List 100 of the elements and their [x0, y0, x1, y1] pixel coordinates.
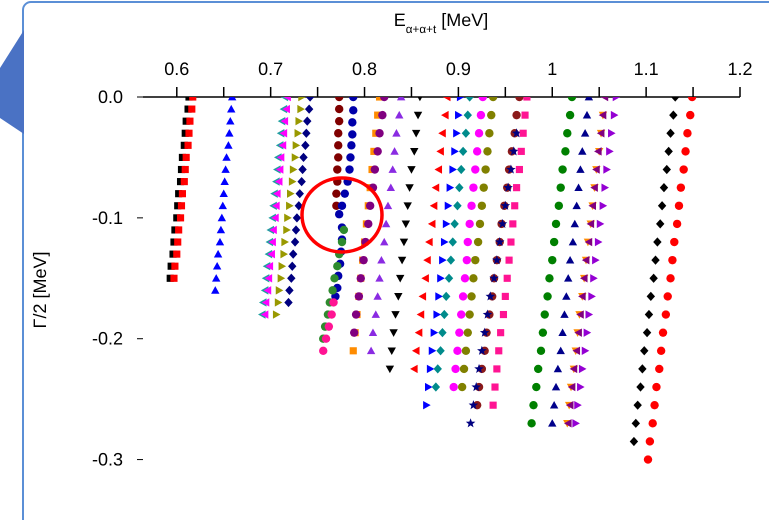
point [502, 292, 509, 300]
point [580, 129, 590, 137]
x-tick-label: 0.7 [258, 59, 284, 79]
point [656, 346, 666, 355]
point [520, 130, 527, 137]
point [610, 110, 618, 120]
point [481, 165, 490, 174]
point [271, 214, 279, 222]
point [507, 238, 515, 246]
point [458, 292, 468, 301]
point [276, 153, 284, 162]
point [395, 110, 404, 118]
point [672, 220, 682, 228]
point [432, 382, 440, 392]
point [469, 183, 478, 192]
point [566, 256, 574, 264]
point [290, 237, 300, 247]
point [332, 189, 341, 198]
point [175, 226, 182, 234]
point [423, 400, 431, 410]
point [652, 382, 661, 392]
point [334, 129, 342, 138]
point [572, 202, 581, 210]
y-tick-label: -0.2 [92, 328, 123, 349]
point [577, 382, 585, 392]
point [644, 455, 652, 464]
point [378, 110, 387, 120]
point [487, 110, 496, 120]
point [506, 164, 516, 174]
point [214, 250, 222, 258]
point [340, 226, 348, 234]
point [472, 147, 482, 156]
point [282, 104, 290, 114]
point [480, 183, 488, 192]
point [550, 400, 558, 409]
point [584, 328, 592, 337]
point [216, 238, 224, 246]
point [426, 364, 434, 374]
point [288, 177, 296, 186]
point [572, 419, 580, 428]
point [294, 129, 302, 138]
point [389, 329, 398, 337]
point [400, 238, 408, 246]
point [283, 226, 291, 234]
point [558, 165, 567, 174]
point [513, 184, 520, 192]
point [220, 189, 228, 198]
point [414, 112, 422, 120]
point [220, 177, 229, 185]
point [603, 165, 611, 174]
point [290, 165, 298, 174]
point [493, 365, 500, 372]
point [540, 310, 549, 319]
point [268, 238, 276, 246]
point [497, 329, 504, 336]
point [460, 364, 468, 374]
point [574, 183, 583, 192]
point [281, 238, 289, 246]
point [276, 286, 284, 295]
point [349, 106, 358, 114]
point [267, 250, 275, 258]
point [453, 129, 461, 138]
point [465, 310, 474, 319]
point [485, 129, 494, 138]
point [439, 256, 447, 264]
point [405, 184, 414, 192]
point [364, 220, 372, 228]
point [442, 220, 450, 228]
point [334, 210, 344, 218]
x-tick-label: 0.9 [446, 59, 471, 79]
point [345, 165, 354, 174]
point [373, 292, 382, 300]
point [284, 298, 293, 308]
point [662, 310, 670, 319]
point [562, 292, 571, 300]
point [449, 165, 457, 174]
point [377, 256, 386, 264]
point [640, 346, 648, 356]
point [327, 310, 336, 319]
point [404, 202, 412, 210]
point [521, 112, 529, 119]
point [328, 286, 337, 295]
point [211, 286, 220, 294]
point [669, 110, 678, 120]
point [636, 382, 645, 392]
point [681, 147, 690, 156]
point [529, 400, 538, 410]
point [221, 165, 230, 173]
point [410, 148, 418, 156]
point [560, 310, 569, 318]
point [430, 202, 438, 210]
point [527, 419, 536, 428]
point [304, 104, 314, 114]
point [464, 238, 472, 246]
point [548, 256, 556, 264]
point [495, 347, 502, 354]
point [586, 310, 594, 319]
point [386, 183, 396, 192]
point [686, 110, 694, 120]
point [683, 129, 692, 138]
